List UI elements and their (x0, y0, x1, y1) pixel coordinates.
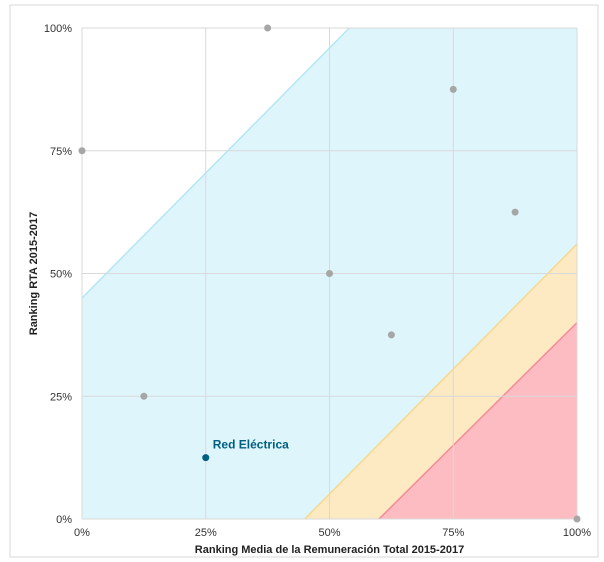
data-point (573, 515, 581, 523)
data-point (326, 270, 333, 277)
y-tick-label: 0% (56, 514, 72, 526)
y-tick-labels: 0% 25% 50% 75% 100% (44, 23, 72, 526)
y-tick-label: 100% (44, 23, 72, 35)
data-point (140, 392, 148, 400)
highlighted-point (202, 454, 210, 462)
zone-blue-boundary (81, 27, 350, 299)
zone-red-boundary (378, 322, 578, 520)
data-point (78, 147, 86, 155)
x-tick-label: 50% (318, 527, 340, 539)
x-tick-labels: 0% 25% 50% 75% 100% (74, 527, 591, 539)
x-tick-label: 75% (442, 527, 464, 539)
x-tick-label: 100% (563, 527, 591, 539)
data-point (449, 85, 457, 93)
y-tick-label: 25% (50, 391, 72, 403)
data-point (264, 24, 272, 32)
y-tick-label: 50% (50, 269, 72, 281)
y-axis-title: Ranking RTA 2015-2017 (28, 212, 40, 336)
x-axis-title: Ranking Media de la Remuneración Total 2… (195, 544, 464, 556)
x-tick-label: 0% (74, 527, 90, 539)
point-label: Red Eléctrica (213, 438, 289, 452)
data-point (387, 331, 395, 339)
zone-yellow-boundary (304, 243, 578, 520)
x-tick-label: 25% (195, 527, 217, 539)
data-points: Red Eléctrica (78, 24, 581, 523)
y-tick-label: 75% (50, 146, 72, 158)
data-point (511, 208, 519, 216)
